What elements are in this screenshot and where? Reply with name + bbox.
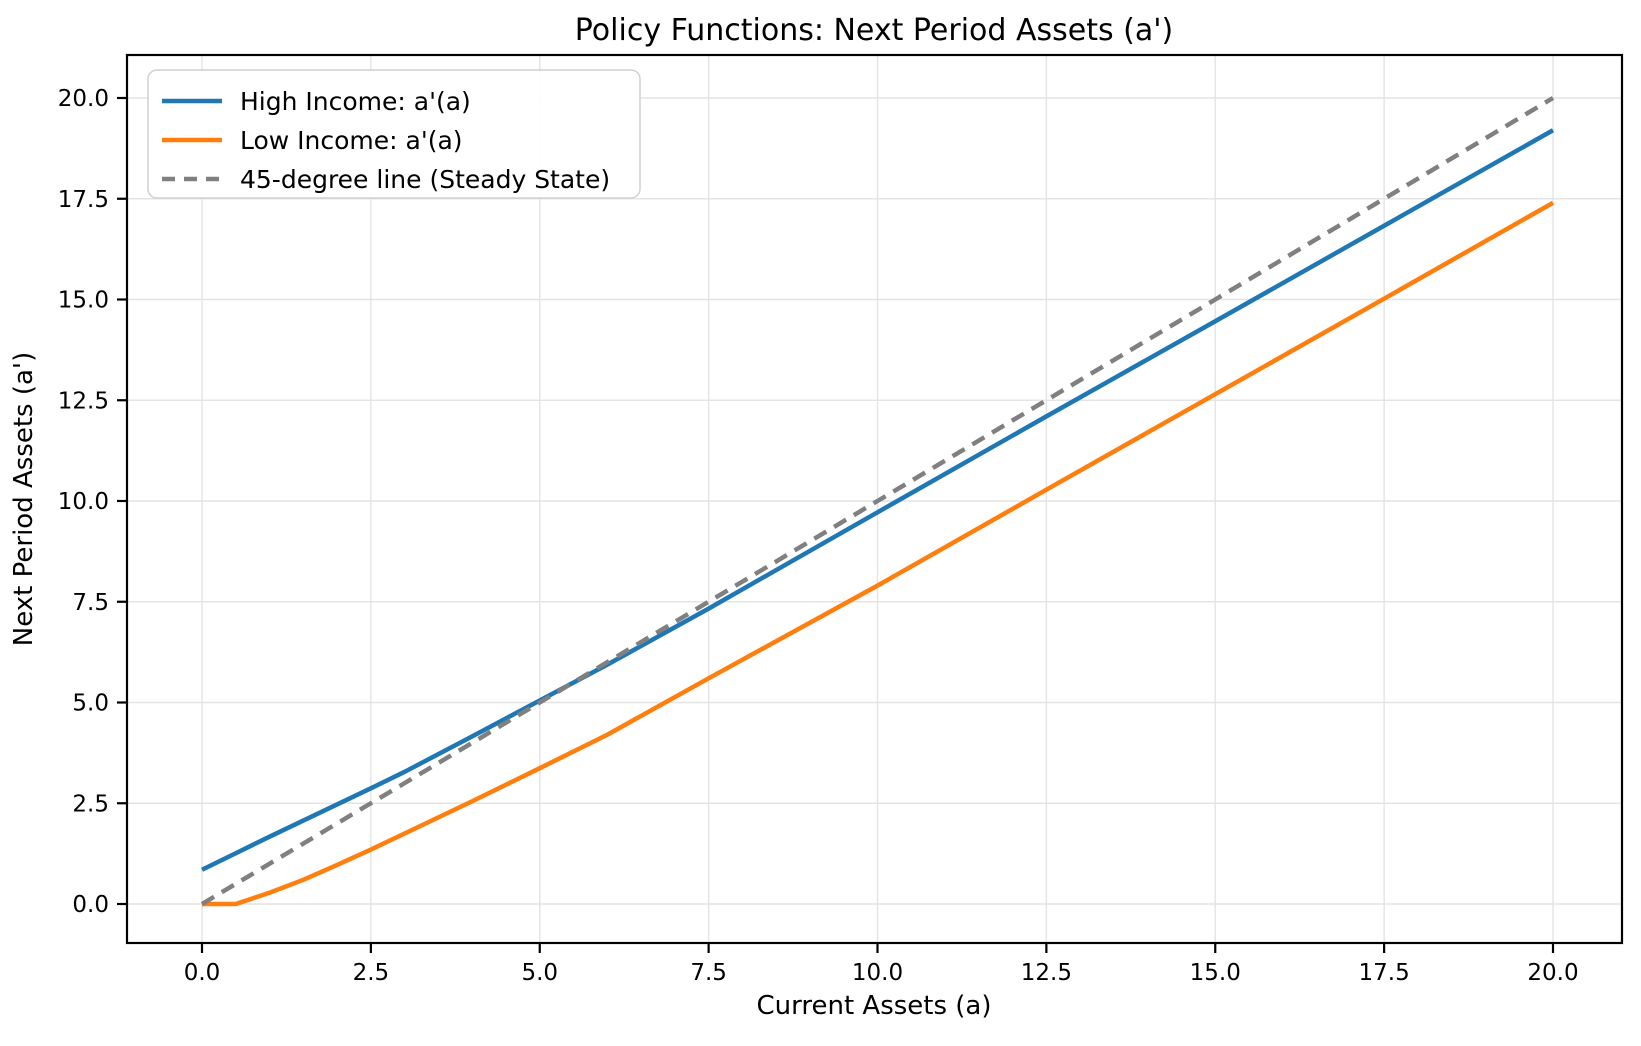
x-tick-label: 10.0 <box>852 960 903 986</box>
y-tick-label: 12.5 <box>58 388 109 414</box>
x-tick-label: 15.0 <box>1190 960 1241 986</box>
x-tick-label: 0.0 <box>184 960 221 986</box>
plot-frame <box>125 53 1624 945</box>
chart-title: Policy Functions: Next Period Assets (a'… <box>575 13 1173 48</box>
legend: High Income: a'(a) Low Income: a'(a) 45-… <box>147 69 641 199</box>
series-line-high-income <box>201 128 1555 872</box>
x-axis-label: Current Assets (a) <box>756 991 991 1021</box>
x-tick-label: 17.5 <box>1359 960 1410 986</box>
y-axis-label: Next Period Assets (a') <box>9 352 39 646</box>
x-tick-label: 12.5 <box>1021 960 1072 986</box>
y-tick-label: 17.5 <box>58 187 109 213</box>
x-tick-label: 7.5 <box>690 960 727 986</box>
y-axis-ticks: 0.0 2.5 5.0 7.5 10.0 12.5 15.0 17.5 20.0 <box>58 86 127 918</box>
x-tick-label: 5.0 <box>521 960 558 986</box>
x-tick-label: 20.0 <box>1527 960 1578 986</box>
y-tick-label: 2.5 <box>72 791 109 817</box>
legend-item-45-degree: 45-degree line (Steady State) <box>162 165 610 194</box>
legend-label-high-income: High Income: a'(a) <box>240 87 471 116</box>
legend-item-low-income: Low Income: a'(a) <box>162 126 463 155</box>
x-tick-label: 2.5 <box>353 960 390 986</box>
legend-label-low-income: Low Income: a'(a) <box>240 126 463 155</box>
legend-label-45-degree: 45-degree line (Steady State) <box>240 165 610 194</box>
series-line-low-income <box>202 200 1555 907</box>
y-tick-label: 20.0 <box>58 86 109 112</box>
series-lines <box>200 96 1555 907</box>
y-tick-label: 15.0 <box>58 288 109 314</box>
series-line-45-degree <box>200 96 1555 906</box>
y-tick-label: 7.5 <box>72 590 109 616</box>
y-tick-label: 5.0 <box>72 691 109 717</box>
y-tick-label: 10.0 <box>58 489 109 515</box>
y-tick-label: 0.0 <box>72 892 109 918</box>
legend-item-high-income: High Income: a'(a) <box>162 87 471 116</box>
legend-box <box>147 69 641 199</box>
x-axis-ticks: 0.0 2.5 5.0 7.5 10.0 12.5 15.0 17.5 20.0 <box>184 943 1579 986</box>
